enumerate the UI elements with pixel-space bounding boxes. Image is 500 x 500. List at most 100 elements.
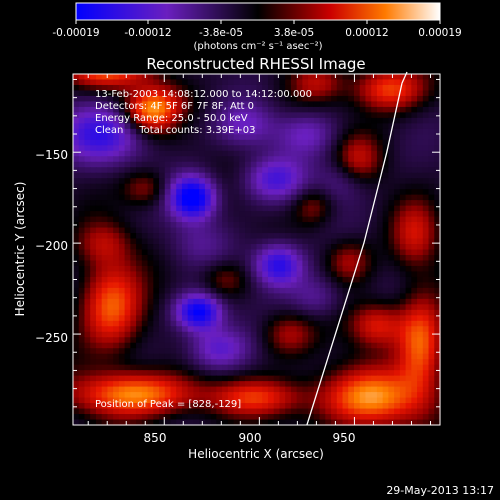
heatmap-cell	[118, 331, 126, 338]
heatmap-cell	[342, 112, 349, 119]
heatmap-cell	[193, 353, 200, 360]
heatmap-cell	[153, 227, 160, 234]
heatmap-cell	[428, 101, 435, 108]
heatmap-cell	[302, 74, 309, 81]
heatmap-cell	[434, 183, 441, 190]
heatmap-cell	[411, 287, 418, 294]
heatmap-cell	[222, 298, 229, 305]
heatmap-cell	[365, 348, 372, 355]
heatmap-cell	[422, 370, 430, 377]
heatmap-cell	[422, 304, 430, 311]
heatmap-cell	[348, 348, 355, 355]
heatmap-cell	[204, 84, 212, 92]
heatmap-cell	[250, 194, 258, 201]
heatmap-cell	[164, 84, 172, 92]
heatmap-cell	[187, 161, 195, 168]
heatmap-cell	[371, 419, 378, 426]
heatmap-cell	[353, 331, 361, 338]
heatmap-cell	[302, 139, 309, 146]
heatmap-cell	[371, 95, 378, 103]
heatmap-cell	[153, 95, 160, 103]
heatmap-cell	[199, 183, 206, 190]
heatmap-cell	[204, 271, 212, 278]
heatmap-cell	[405, 282, 412, 289]
heatmap-cell	[325, 74, 332, 81]
heatmap-cell	[279, 123, 286, 130]
heatmap-cell	[331, 244, 338, 251]
heatmap-cell	[434, 315, 441, 322]
heatmap-cell	[233, 222, 240, 229]
heatmap-cell	[199, 326, 206, 333]
heatmap-cell	[422, 74, 430, 81]
heatmap-cell	[159, 244, 166, 251]
heatmap-cell	[325, 260, 332, 267]
heatmap-cell	[319, 183, 326, 190]
heatmap-cell	[73, 403, 80, 410]
heatmap-cell	[95, 128, 103, 135]
heatmap-cell	[181, 342, 189, 349]
heatmap-cell	[342, 326, 349, 333]
heatmap-cell	[399, 408, 407, 415]
heatmap-cell	[147, 364, 154, 371]
heatmap-cell	[181, 205, 189, 212]
heatmap-cell	[90, 293, 97, 300]
heatmap-cell	[199, 95, 206, 103]
heatmap-cell	[222, 167, 229, 174]
heatmap-cell	[348, 254, 355, 262]
heatmap-cell	[101, 348, 108, 355]
heatmap-cell	[170, 348, 177, 355]
heatmap-cell	[147, 386, 154, 393]
heatmap-cell	[239, 79, 246, 86]
heatmap-cell	[376, 320, 384, 327]
heatmap-cell	[159, 408, 166, 415]
heatmap-cell	[290, 337, 298, 344]
heatmap-cell	[256, 298, 263, 305]
heatmap-cell	[90, 183, 97, 190]
heatmap-cell	[216, 90, 223, 97]
heatmap-cell	[210, 123, 217, 130]
heatmap-cell	[342, 156, 349, 163]
heatmap-cell	[222, 260, 229, 267]
heatmap-cell	[250, 117, 258, 124]
heatmap-cell	[84, 238, 91, 245]
heatmap-cell	[411, 123, 418, 130]
heatmap-cell	[73, 123, 80, 130]
heatmap-cell	[290, 364, 298, 371]
heatmap-cell	[394, 227, 401, 234]
heatmap-cell	[176, 249, 183, 256]
heatmap-cell	[382, 370, 389, 377]
heatmap-cell	[124, 200, 131, 207]
heatmap-cell	[141, 320, 149, 327]
heatmap-cell	[434, 117, 441, 124]
heatmap-cell	[181, 326, 189, 333]
heatmap-cell	[90, 244, 97, 251]
heatmap-cell	[233, 392, 240, 399]
heatmap-cell	[319, 375, 326, 382]
heatmap-cell	[204, 304, 212, 311]
heatmap-cell	[118, 216, 126, 223]
heatmap-cell	[90, 167, 97, 174]
heatmap-cell	[78, 282, 86, 289]
heatmap-cell	[170, 359, 177, 366]
heatmap-cell	[176, 128, 183, 135]
heatmap-cell	[353, 123, 361, 130]
heatmap-cell	[118, 189, 126, 196]
heatmap-cell	[181, 403, 189, 410]
heatmap-cell	[302, 326, 309, 333]
heatmap-cell	[164, 106, 172, 113]
axis-ticks	[73, 74, 440, 425]
heatmap-cell	[199, 79, 206, 86]
heatmap-cell	[118, 364, 126, 371]
heatmap-cell	[325, 211, 332, 218]
heatmap-cell	[222, 265, 229, 273]
heatmap-cell	[365, 150, 372, 157]
heatmap-cell	[405, 375, 412, 382]
heatmap-cell	[382, 106, 389, 113]
heatmap-cell	[394, 189, 401, 196]
heatmap-cell	[245, 403, 252, 410]
heatmap-cell	[250, 287, 258, 294]
heatmap-cell	[336, 249, 344, 256]
heatmap-cell	[227, 315, 235, 322]
heatmap-cell	[101, 216, 108, 223]
